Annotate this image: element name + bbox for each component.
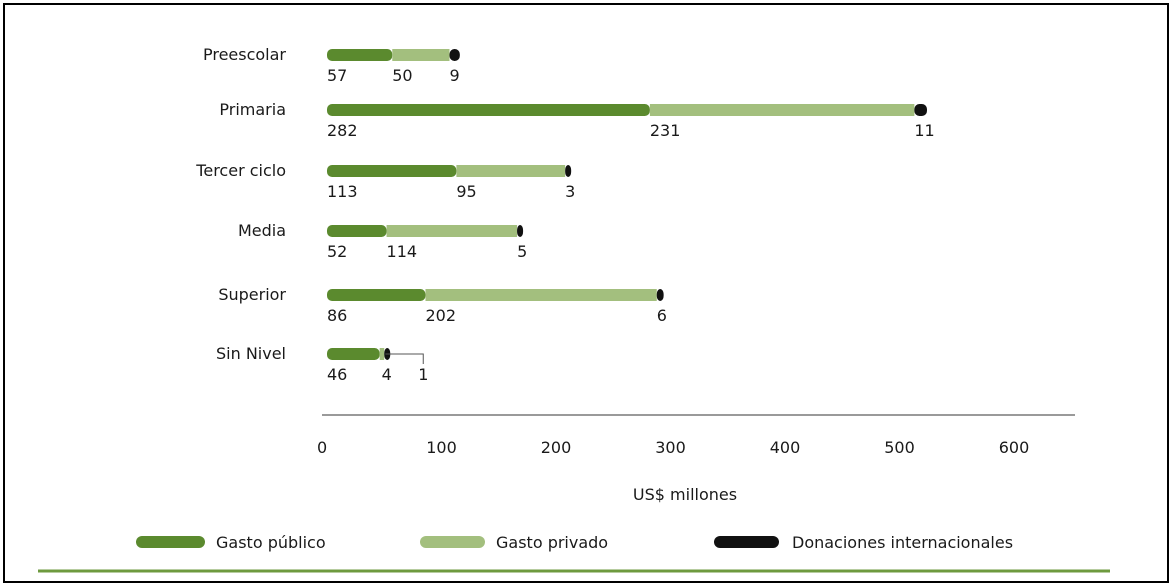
- value-label: 282: [327, 121, 358, 140]
- x-axis-label: US$ millones: [633, 485, 737, 504]
- value-label: 6: [657, 306, 667, 325]
- x-tick-label: 400: [770, 438, 801, 457]
- legend: Gasto público Gasto privado Donaciones int…: [136, 533, 1013, 552]
- value-label: 50: [392, 66, 412, 85]
- legend-swatch: [136, 536, 205, 548]
- bar-segment: [327, 289, 426, 301]
- value-label: 202: [425, 306, 456, 325]
- x-tick-label: 0: [317, 438, 327, 457]
- value-label: 57: [327, 66, 347, 85]
- bar-segment: [425, 289, 657, 301]
- value-labels: 57 50 9 282 231 11 113 95 3 52 114 5 86 202 6 46 4 1: [327, 66, 935, 384]
- x-tick-label: 100: [426, 438, 457, 457]
- value-label: 9: [450, 66, 460, 85]
- category-label: Sin Nivel: [216, 344, 286, 363]
- value-label: 46: [327, 365, 347, 384]
- legend-label: Gasto público: [216, 533, 326, 552]
- bar-segment: [392, 49, 450, 61]
- leader-line: [385, 353, 424, 364]
- legend-label: Gasto privado: [496, 533, 608, 552]
- bar-segment: [565, 165, 572, 177]
- x-tick-label: 600: [999, 438, 1030, 457]
- category-label: Primaria: [219, 100, 286, 119]
- category-label: Superior: [218, 285, 286, 304]
- bar-segment: [327, 49, 393, 61]
- legend-swatch: [714, 536, 779, 548]
- bars-layer: [327, 49, 927, 360]
- value-label: 114: [387, 242, 418, 261]
- category-label: Media: [238, 221, 286, 240]
- bar-segment: [386, 225, 518, 237]
- bar-segment: [656, 289, 664, 301]
- legend-swatch: [420, 536, 485, 548]
- bar-segment: [327, 225, 387, 237]
- value-label: 86: [327, 306, 347, 325]
- category-label: Preescolar: [203, 45, 286, 64]
- value-label: 95: [456, 182, 476, 201]
- value-label: 4: [382, 365, 392, 384]
- value-label: 11: [914, 121, 934, 140]
- x-tick-labels: 0 100 200 300 400 500 600: [317, 438, 1029, 457]
- value-label: 52: [327, 242, 347, 261]
- bar-segment: [327, 348, 380, 360]
- bar-segment: [649, 104, 915, 116]
- value-label: 231: [650, 121, 681, 140]
- value-label: 5: [517, 242, 527, 261]
- bar-segment: [379, 348, 385, 360]
- value-label: 113: [327, 182, 358, 201]
- value-label: 3: [565, 182, 575, 201]
- x-tick-label: 500: [884, 438, 915, 457]
- bar-segment: [449, 49, 460, 61]
- bar-segment: [517, 225, 524, 237]
- legend-label: Donaciones internacionales: [792, 533, 1013, 552]
- value-label: 1: [418, 365, 428, 384]
- bar-segment: [914, 104, 927, 116]
- bar-segment: [327, 104, 650, 116]
- bar-segment: [456, 165, 566, 177]
- category-label: Tercer ciclo: [195, 161, 286, 180]
- category-labels: Preescolar Primaria Tercer ciclo Media Super…: [195, 45, 286, 363]
- x-tick-label: 200: [541, 438, 572, 457]
- bar-segment: [327, 165, 457, 177]
- x-tick-label: 300: [655, 438, 686, 457]
